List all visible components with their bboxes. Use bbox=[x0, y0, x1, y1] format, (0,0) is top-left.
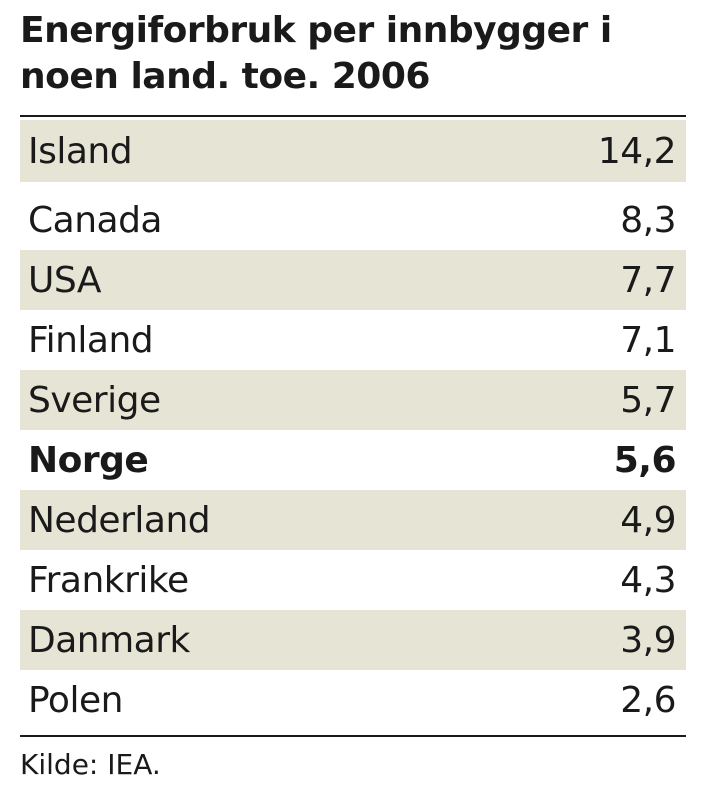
bottom-rule bbox=[20, 735, 686, 737]
row-label: Finland bbox=[28, 319, 154, 361]
row-label: Frankrike bbox=[28, 559, 189, 601]
data-table: Island 14,2 Canada 8,3 USA 7,7 Finland 7,1 Sveri… bbox=[20, 120, 686, 730]
table-row: Island 14,2 bbox=[20, 120, 686, 182]
table-row: Canada 8,3 bbox=[20, 190, 686, 250]
table-row: USA 7,7 bbox=[20, 250, 686, 310]
row-value: 4,9 bbox=[620, 499, 676, 541]
table-row: Polen 2,6 bbox=[20, 670, 686, 730]
row-label: USA bbox=[28, 259, 102, 301]
row-value: 14,2 bbox=[597, 130, 677, 172]
row-value: 2,6 bbox=[620, 679, 676, 721]
row-label: Canada bbox=[28, 199, 163, 241]
row-gap bbox=[20, 182, 686, 190]
row-label: Nederland bbox=[28, 499, 211, 541]
table-row: Norge 5,6 bbox=[20, 430, 686, 490]
row-value: 3,9 bbox=[620, 619, 676, 661]
chart-title: Energiforbruk per innbygger i noen land.… bbox=[20, 10, 612, 97]
table-row: Sverige 5,7 bbox=[20, 370, 686, 430]
top-rule bbox=[20, 115, 686, 117]
table-row: Frankrike 4,3 bbox=[20, 550, 686, 610]
table-row: Nederland 4,9 bbox=[20, 490, 686, 550]
source-note: Kilde: IEA. bbox=[20, 748, 161, 781]
table-row: Danmark 3,9 bbox=[20, 610, 686, 670]
row-label: Sverige bbox=[28, 379, 161, 421]
row-value: 4,3 bbox=[620, 559, 676, 601]
row-label: Polen bbox=[28, 679, 123, 721]
row-label: Danmark bbox=[28, 619, 190, 661]
row-value: 7,7 bbox=[620, 259, 676, 301]
row-value: 5,7 bbox=[620, 379, 676, 421]
row-value: 8,3 bbox=[620, 199, 676, 241]
row-value: 5,6 bbox=[613, 439, 677, 481]
row-label: Norge bbox=[28, 439, 149, 481]
row-label: Island bbox=[28, 130, 133, 172]
table-row: Finland 7,1 bbox=[20, 310, 686, 370]
row-value: 7,1 bbox=[620, 319, 676, 361]
